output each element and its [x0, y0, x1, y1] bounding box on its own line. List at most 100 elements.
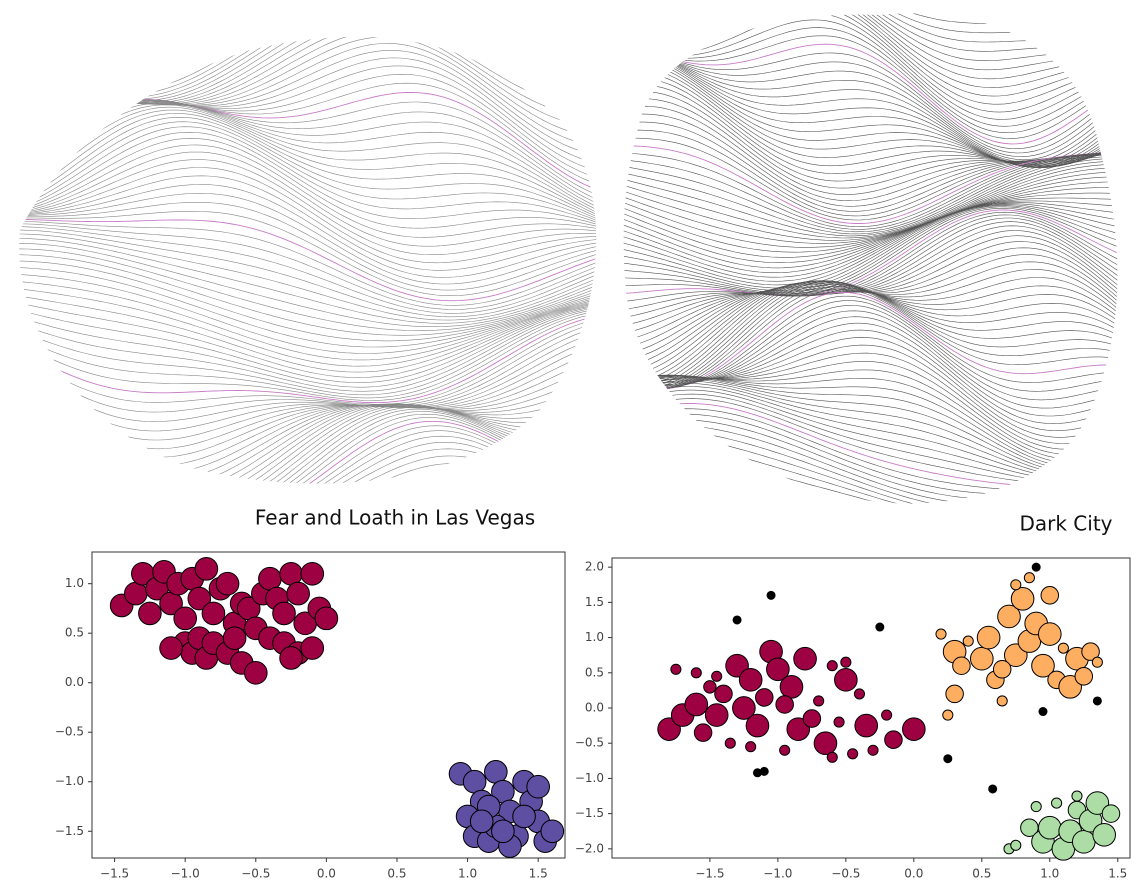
contour-line [615, 414, 1125, 494]
point [485, 761, 508, 784]
contour-line [615, 0, 1125, 51]
y-tick-label: 2.0 [585, 560, 604, 574]
contour-line [10, 219, 610, 301]
x-tick-label: 1.0 [1040, 867, 1059, 881]
contour-line [615, 305, 1125, 400]
contour-line [615, 311, 1125, 408]
point [1058, 643, 1068, 653]
point [997, 696, 1007, 706]
contour-line [10, 404, 610, 506]
contour-line [10, 0, 610, 80]
contour-line [10, 0, 610, 89]
contour-line [10, 7, 610, 100]
y-tick-label: −0.5 [55, 725, 84, 739]
x-tick-label: −1.5 [695, 867, 724, 881]
point [1075, 668, 1093, 686]
point [315, 607, 338, 630]
point [746, 714, 769, 737]
contour-line [10, 325, 610, 421]
contour-line [615, 28, 1125, 133]
contour-line [10, 404, 610, 502]
point [989, 785, 997, 793]
point [174, 607, 197, 630]
contour-line [10, 234, 610, 320]
contour-line [615, 130, 1125, 216]
y-tick-label: −1.5 [55, 824, 84, 838]
point [848, 749, 858, 759]
contour-line [615, 106, 1125, 201]
point [834, 717, 844, 727]
point [301, 562, 324, 585]
contour-line [10, 0, 610, 31]
contour-line [10, 202, 610, 290]
y-tick-label: −1.0 [55, 774, 84, 788]
contour-line [615, 432, 1125, 514]
contour-line [615, 13, 1125, 120]
point [704, 681, 716, 693]
point [273, 602, 296, 625]
point [301, 637, 324, 660]
point [470, 810, 493, 833]
point [1011, 588, 1034, 611]
contour-line [615, 20, 1125, 126]
contour-line [10, 4, 610, 98]
point [733, 616, 741, 624]
contour-line [615, 283, 1125, 391]
contour-line [615, 36, 1125, 139]
point [1072, 791, 1082, 801]
contour-line [615, 168, 1125, 248]
contour-line [615, 419, 1125, 499]
contour-line [10, 355, 610, 465]
point [527, 775, 550, 798]
point [739, 669, 762, 692]
contour-line [615, 281, 1125, 389]
figure: Fear and Loath in Las Vegas−1.5−1.0−0.50… [0, 0, 1144, 887]
contour-line [10, 0, 610, 20]
point [1032, 563, 1040, 571]
point [463, 770, 486, 793]
point [1031, 802, 1041, 812]
x-tick-label: −1.5 [100, 867, 129, 881]
contour-line [615, 0, 1125, 35]
contour-line [615, 6, 1125, 112]
point [746, 742, 756, 752]
contour-line [10, 221, 610, 305]
point [685, 693, 708, 716]
point [1102, 805, 1120, 823]
contour-line [10, 0, 610, 75]
contour-line [10, 2, 610, 95]
contour-line [10, 406, 610, 513]
contour-line [10, 26, 610, 118]
point [195, 558, 218, 581]
point [963, 636, 973, 646]
contour-line [10, 398, 610, 497]
contour-line [615, 0, 1125, 22]
contour-line [10, 122, 610, 225]
point [1092, 657, 1102, 667]
point [223, 627, 246, 650]
point [943, 710, 953, 720]
contour-line [10, 92, 610, 193]
contour-line [615, 50, 1125, 166]
point [970, 647, 993, 670]
contour-line [615, 0, 1125, 58]
point [1093, 697, 1101, 705]
point [712, 671, 722, 681]
contour-line [10, 310, 610, 398]
contour-line [615, 99, 1125, 195]
point [1093, 823, 1116, 846]
contour-line [10, 0, 610, 25]
point [694, 724, 712, 742]
point [541, 820, 564, 843]
x-tick-label: 1.0 [458, 867, 477, 881]
contour-line [615, 0, 1125, 30]
point [814, 696, 824, 706]
contour-line [10, 274, 610, 354]
contour-line [615, 44, 1125, 144]
point [868, 745, 878, 755]
point [280, 562, 303, 585]
point [1011, 580, 1021, 590]
point [885, 731, 903, 749]
contour-line [10, 407, 610, 515]
